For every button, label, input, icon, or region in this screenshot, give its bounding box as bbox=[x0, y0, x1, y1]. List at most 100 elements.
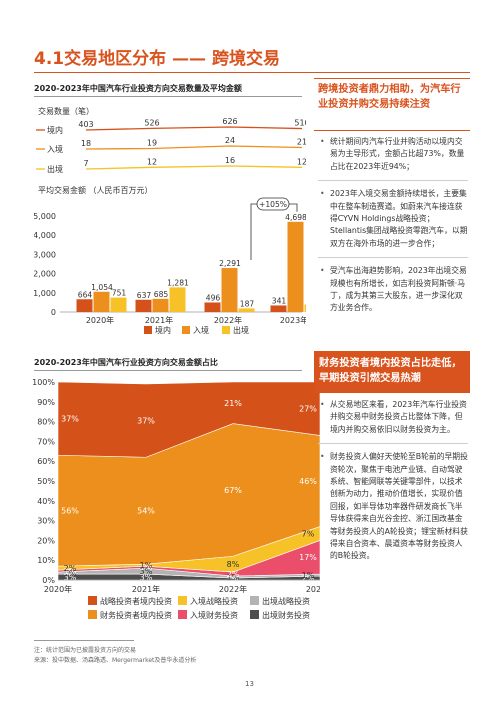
area-value-label: 37% bbox=[137, 417, 155, 426]
side1-rule-top bbox=[314, 78, 470, 79]
chart1-header: 2020-2023年中国汽车行业投资方向交易数量及平均金额 bbox=[34, 84, 242, 93]
amount-y-tick: 3,000 bbox=[34, 250, 56, 259]
amount-value-label: 1,281 bbox=[167, 278, 189, 287]
side2-bullet: 财务投资人偏好天使轮至B轮前的早期投资轮次，聚焦于电池产业链、自动驾驶系统、智能… bbox=[318, 451, 468, 570]
area-value-label: 56% bbox=[61, 507, 79, 516]
side2-heading: 财务投资者境内投资占比走低，早期投资引燃交易热潮 bbox=[319, 358, 462, 384]
amount-legend-swatch bbox=[182, 326, 190, 334]
amount-bar-3 bbox=[304, 304, 306, 312]
amount-legend-label: 出境 bbox=[233, 325, 249, 335]
area-value-label: 2% bbox=[64, 564, 77, 573]
area-legend-label: 入境财务投资 bbox=[190, 610, 238, 620]
count-value-label: 19 bbox=[147, 139, 157, 148]
count-legend-label: 境内 bbox=[47, 125, 63, 135]
area-value-label: 1% bbox=[64, 569, 77, 578]
count-value-label: 21 bbox=[297, 138, 306, 147]
area-y-tick: 20% bbox=[37, 536, 55, 545]
area-y-tick: 100% bbox=[32, 378, 55, 387]
area-y-tick: 10% bbox=[37, 556, 55, 565]
amount-y-tick: 4,000 bbox=[34, 231, 56, 240]
amount-bar-1 bbox=[204, 302, 221, 312]
amount-y-tick: 0 bbox=[51, 308, 56, 317]
area-value-label: 1% bbox=[140, 561, 153, 570]
amount-y-tick: 2,000 bbox=[34, 270, 56, 279]
side2-bullets: 从交易地区来看，2023年汽车行业投资并购交易中财务投资占比整体下降，但境内并购… bbox=[318, 399, 468, 577]
page-number: 13 bbox=[245, 680, 254, 688]
area-value-label: 67% bbox=[224, 486, 242, 495]
amount-label: 平均交易金额 （人民币百万元） bbox=[38, 186, 153, 195]
area-value-label: 17% bbox=[299, 553, 317, 562]
title-divider bbox=[34, 72, 470, 73]
amount-y-tick: 5,000 bbox=[34, 212, 56, 221]
chart2-header-rule bbox=[34, 370, 302, 371]
area-legend-swatch bbox=[88, 596, 97, 605]
amount-bar-1 bbox=[135, 299, 152, 312]
chart2-header: 2020-2023年中国汽车行业投资方向交易金额占比 bbox=[34, 358, 218, 367]
share-area-chart: 0%10%20%30%40%50%60%70%80%90%100%3% 3% 1% 2… bbox=[32, 378, 320, 620]
amount-value-label: 2,291 bbox=[219, 259, 241, 268]
count-value-label: 12 bbox=[297, 157, 306, 166]
area-value-label: 7% bbox=[302, 529, 315, 538]
count-value-label: 403 bbox=[78, 120, 93, 129]
area-value-label: 27% bbox=[299, 405, 317, 414]
amount-x-tick: 2023年 bbox=[280, 315, 306, 325]
growth-badge-label: +105% bbox=[259, 200, 287, 209]
amount-value-label: 341 bbox=[272, 296, 287, 305]
count-line-1-trend bbox=[85, 126, 303, 131]
count-legend-label: 出境 bbox=[47, 164, 63, 174]
side1-heading: 跨境投资者鼎力相助，为汽车行业投资并购交易持续注资 bbox=[318, 84, 461, 110]
count-legend-label: 入境 bbox=[47, 144, 63, 154]
amount-value-label: 751 bbox=[112, 289, 127, 298]
area-legend-label: 财务投资者境内投资 bbox=[100, 610, 172, 620]
area-legend-label: 出境财务投资 bbox=[262, 610, 310, 620]
area-value-label: 1% bbox=[227, 575, 240, 584]
amount-value-label: 4,698 bbox=[285, 213, 306, 222]
amount-bar-2 bbox=[152, 298, 169, 312]
area-y-tick: 60% bbox=[37, 457, 55, 466]
amount-value-label: 1,054 bbox=[91, 283, 113, 292]
area-value-label: 46% bbox=[299, 477, 317, 486]
chart1-header-rule bbox=[34, 96, 302, 97]
area-y-tick: 50% bbox=[37, 477, 55, 486]
amount-value-label: 637 bbox=[137, 291, 152, 300]
area-x-tick: 2020年 bbox=[44, 584, 72, 594]
footnote-rule bbox=[34, 640, 134, 641]
amount-value-label: 685 bbox=[154, 290, 169, 299]
area-legend-label: 出境战略投资 bbox=[262, 596, 310, 606]
side1-rule-bottom bbox=[314, 130, 470, 131]
amount-legend-swatch bbox=[144, 326, 152, 334]
amount-value-label: 664 bbox=[78, 290, 93, 299]
area-value-label: 1% bbox=[140, 563, 153, 572]
amount-bar-3 bbox=[238, 308, 255, 312]
area-value-label: 1% bbox=[302, 571, 315, 580]
amount-bar-2 bbox=[93, 291, 110, 312]
count-value-label: 16 bbox=[225, 156, 235, 165]
area-legend-swatch bbox=[178, 596, 187, 605]
count-value-label: 526 bbox=[144, 118, 159, 127]
amount-x-tick: 2020年 bbox=[86, 315, 114, 325]
count-line-2-trend bbox=[85, 145, 303, 150]
amount-bar-3 bbox=[110, 297, 127, 312]
amount-bar-1 bbox=[270, 305, 287, 312]
count-line-chart: 境内 403 526 626 510 入境 18 19 24 21 出境 7 12 16 12 bbox=[36, 117, 306, 174]
area-legend-label: 入境战略投资 bbox=[190, 596, 238, 606]
area-y-tick: 40% bbox=[37, 497, 55, 506]
area-value-label: 3% bbox=[140, 567, 153, 576]
footnote-scope: 注：统计范围为已披露投资方向的交易 bbox=[34, 647, 137, 654]
area-value-label: 3% bbox=[140, 573, 153, 582]
area-value-label: 3% bbox=[64, 573, 77, 582]
count-value-label: 626 bbox=[222, 117, 237, 126]
area-legend-label: 战略投资者境内投资 bbox=[100, 596, 172, 606]
area-value-label: 21% bbox=[224, 399, 242, 408]
page-title: 4.1交易地区分布 —— 跨境交易 bbox=[34, 49, 280, 69]
side1-bullets: 统计期间内汽车行业并购活动以境内交易为主导形式，金额占比超73%，数量占比在20… bbox=[318, 136, 468, 329]
count-line-3-trend bbox=[85, 165, 303, 170]
area-y-tick: 0% bbox=[42, 576, 55, 585]
amount-bar-2 bbox=[287, 221, 304, 312]
area-x-tick: 2022年 bbox=[219, 584, 247, 594]
count-value-label: 24 bbox=[225, 136, 235, 145]
area-y-tick: 30% bbox=[37, 517, 55, 526]
amount-legend-label: 入境 bbox=[193, 325, 209, 335]
area-value-label: 1% bbox=[227, 573, 240, 582]
